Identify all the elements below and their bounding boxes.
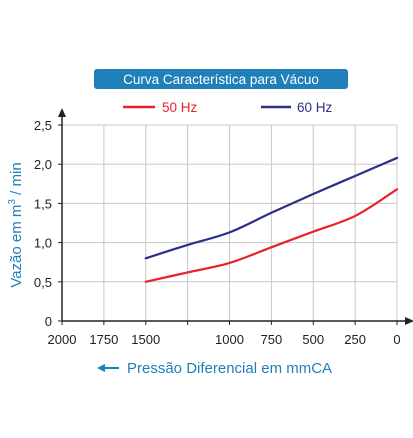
- chart-title: Curva Característica para Vácuo: [123, 72, 319, 87]
- y-tick-label-3: 1,5: [34, 196, 52, 211]
- grid: [62, 124, 398, 321]
- title-banner: [94, 69, 348, 89]
- x-tick-label-6: 250: [344, 332, 366, 347]
- y-axis-label-suffix: / min: [8, 162, 25, 199]
- x-tick-label-1: 1750: [89, 332, 118, 347]
- x-axis-label: Pressão Diferencial em mmCA: [127, 360, 332, 377]
- series: [144, 156, 399, 283]
- y-tick-label-4: 2,0: [34, 157, 52, 172]
- y-tick-label-2: 1,0: [34, 236, 52, 251]
- x-tick-label-5: 500: [302, 332, 324, 347]
- tick-labels: 2000 1750 1500 1000 750 500 250 0 0 0,5 1,0 1,5 2,0 2…: [34, 118, 401, 347]
- series-line-60hz: [144, 156, 399, 260]
- x-tick-label-3: 1000: [215, 332, 244, 347]
- x-tick-label-4: 750: [261, 332, 283, 347]
- legend-label-60hz: 60 Hz: [297, 100, 333, 115]
- y-tick-label-0: 0: [45, 314, 52, 329]
- legend-label-50hz: 50 Hz: [162, 100, 198, 115]
- x-axis-arrow: [405, 317, 413, 325]
- y-axis-label-superscript: 3: [7, 199, 18, 205]
- y-axis-arrow: [58, 108, 66, 117]
- x-tick-label-7: 0: [393, 332, 400, 347]
- x-tick-label-2: 1500: [131, 332, 160, 347]
- x-tick-label-0: 2000: [48, 332, 77, 347]
- y-tick-label-1: 0,5: [34, 275, 52, 290]
- left-arrow-icon: [97, 364, 119, 372]
- y-axis-label: Vazão em m3 / min: [7, 162, 25, 287]
- y-axis-label-prefix: Vazão em m: [8, 205, 25, 288]
- axes: [58, 108, 413, 325]
- y-tick-label-5: 2,5: [34, 118, 52, 133]
- series-line-50hz: [144, 188, 399, 283]
